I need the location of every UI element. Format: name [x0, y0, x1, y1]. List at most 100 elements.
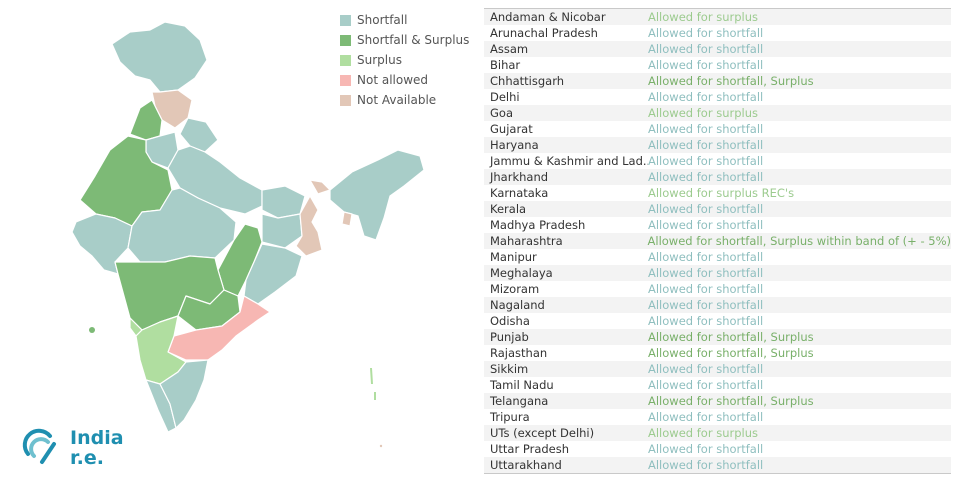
state-cell: Chhattisgarh [490, 74, 565, 88]
state-cell: Mizoram [490, 282, 540, 296]
legend-label: Shortfall & Surplus [357, 33, 470, 47]
map-legend: Shortfall Shortfall & Surplus Surplus Not a… [340, 10, 469, 110]
region-karnataka[interactable] [135, 315, 187, 385]
table-row[interactable]: Odisha Allowed for shortfall [484, 313, 951, 329]
allowance-cell: Allowed for surplus [648, 10, 758, 24]
allowance-cell: Allowed for shortfall [648, 458, 764, 472]
table-row[interactable]: UTs (except Delhi) Allowed for surplus [484, 425, 951, 441]
logo-line-1: India [70, 427, 124, 449]
legend-label: Not allowed [357, 73, 429, 87]
table-row[interactable]: Karnataka Allowed for surplus REC's [484, 185, 951, 201]
allowance-cell: Allowed for shortfall [648, 202, 764, 216]
region-andhra-pradesh[interactable] [167, 295, 271, 361]
state-allowance-table: Andaman & Nicobar Allowed for surplus Arun… [484, 8, 951, 474]
state-cell: Goa [490, 106, 513, 120]
table-row[interactable]: Goa Allowed for surplus [484, 105, 951, 121]
legend-swatch [340, 34, 351, 46]
state-cell: Tripura [490, 410, 530, 424]
state-cell: Jammu & Kashmir and Lad.. [490, 154, 648, 168]
legend-item[interactable]: Shortfall & Surplus [340, 30, 469, 50]
state-cell: Odisha [490, 314, 530, 328]
state-cell: Sikkim [490, 362, 529, 376]
allowance-cell: Allowed for shortfall, Surplus [648, 74, 814, 88]
allowance-cell: Allowed for shortfall [648, 250, 764, 264]
allowance-cell: Allowed for shortfall [648, 410, 764, 424]
logo-line-2: r.e. [70, 447, 104, 469]
region-west-bengal[interactable] [295, 195, 323, 257]
legend-item[interactable]: Not allowed [340, 70, 469, 90]
allowance-cell: Allowed for shortfall [648, 90, 764, 104]
region-andaman-nicobar[interactable] [370, 368, 376, 400]
table-row[interactable]: Bihar Allowed for shortfall [484, 57, 951, 73]
table-row[interactable]: Uttar Pradesh Allowed for shortfall [484, 441, 951, 457]
state-cell: Manipur [490, 250, 537, 264]
table-row[interactable]: Sikkim Allowed for shortfall [484, 361, 951, 377]
legend-label: Shortfall [357, 13, 408, 27]
table-row[interactable]: Jharkhand Allowed for shortfall [484, 169, 951, 185]
legend-item[interactable]: Not Available [340, 90, 469, 110]
allowance-cell: Allowed for shortfall [648, 362, 764, 376]
table-row[interactable]: Maharashtra Allowed for shortfall, Surplu… [484, 233, 951, 249]
table-row[interactable]: Tamil Nadu Allowed for shortfall [484, 377, 951, 393]
legend-item[interactable]: Shortfall [340, 10, 469, 30]
legend-swatch [340, 94, 351, 106]
state-cell: Maharashtra [490, 234, 563, 248]
india-map[interactable] [0, 0, 480, 479]
india-re-logo: India r.e. [22, 426, 142, 470]
region-jharkhand[interactable] [261, 213, 303, 249]
region-tamil-nadu[interactable] [159, 359, 209, 429]
table-row[interactable]: Delhi Allowed for shortfall [484, 89, 951, 105]
allowance-cell: Allowed for shortfall [648, 42, 764, 56]
table-row[interactable]: Uttarakhand Allowed for shortfall [484, 457, 951, 473]
table-row[interactable]: Meghalaya Allowed for shortfall [484, 265, 951, 281]
table-row[interactable]: Chhattisgarh Allowed for shortfall, Surpl… [484, 73, 951, 89]
table-row[interactable]: Gujarat Allowed for shortfall [484, 121, 951, 137]
table-row[interactable]: Assam Allowed for shortfall [484, 41, 951, 57]
allowance-cell: Allowed for shortfall [648, 266, 764, 280]
state-cell: Assam [490, 42, 529, 56]
state-cell: Arunachal Pradesh [490, 26, 598, 40]
table-row[interactable]: Kerala Allowed for shortfall [484, 201, 951, 217]
state-cell: Punjab [490, 330, 529, 344]
table-row[interactable]: Mizoram Allowed for shortfall [484, 281, 951, 297]
allowance-cell: Allowed for surplus [648, 106, 758, 120]
region-sikkim[interactable] [309, 179, 331, 195]
state-cell: Rajasthan [490, 346, 548, 360]
legend-swatch [340, 14, 351, 26]
table-row[interactable]: Haryana Allowed for shortfall [484, 137, 951, 153]
state-cell: Uttar Pradesh [490, 442, 570, 456]
india-map-panel: Shortfall Shortfall & Surplus Surplus Not a… [0, 0, 480, 479]
region-odisha[interactable] [243, 243, 303, 305]
region-bihar[interactable] [261, 185, 306, 219]
legend-item[interactable]: Surplus [340, 50, 469, 70]
state-cell: Madhya Pradesh [490, 218, 586, 232]
region-lakshadweep[interactable] [89, 327, 95, 333]
allowance-cell: Allowed for shortfall [648, 314, 764, 328]
table-row[interactable]: Punjab Allowed for shortfall, Surplus [484, 329, 951, 345]
state-cell: Andaman & Nicobar [490, 10, 606, 24]
region-northeast[interactable] [329, 149, 425, 241]
table-row[interactable]: Telangana Allowed for shortfall, Surplus [484, 393, 951, 409]
state-cell: Bihar [490, 58, 521, 72]
legend-label: Surplus [357, 53, 402, 67]
region-nicobar-dot[interactable] [379, 444, 383, 448]
state-cell: Jharkhand [490, 170, 549, 184]
table-row[interactable]: Arunachal Pradesh Allowed for shortfall [484, 25, 951, 41]
state-cell: Tamil Nadu [490, 378, 554, 392]
region-jammu-kashmir-ladakh[interactable] [111, 21, 208, 93]
allowance-cell: Allowed for surplus REC's [648, 186, 795, 200]
allowance-cell: Allowed for shortfall [648, 282, 764, 296]
legend-swatch [340, 74, 351, 86]
state-cell: Delhi [490, 90, 520, 104]
table-row[interactable]: Madhya Pradesh Allowed for shortfall [484, 217, 951, 233]
table-row[interactable]: Manipur Allowed for shortfall [484, 249, 951, 265]
region-tripura[interactable] [341, 211, 353, 227]
table-row[interactable]: Rajasthan Allowed for shortfall, Surplus [484, 345, 951, 361]
state-cell: UTs (except Delhi) [490, 426, 595, 440]
table-row[interactable]: Nagaland Allowed for shortfall [484, 297, 951, 313]
allowance-cell: Allowed for surplus [648, 426, 758, 440]
table-row[interactable]: Andaman & Nicobar Allowed for surplus [484, 9, 951, 25]
table-row[interactable]: Tripura Allowed for shortfall [484, 409, 951, 425]
allowance-cell: Allowed for shortfall [648, 218, 764, 232]
table-row[interactable]: Jammu & Kashmir and Lad.. Allowed for sho… [484, 153, 951, 169]
